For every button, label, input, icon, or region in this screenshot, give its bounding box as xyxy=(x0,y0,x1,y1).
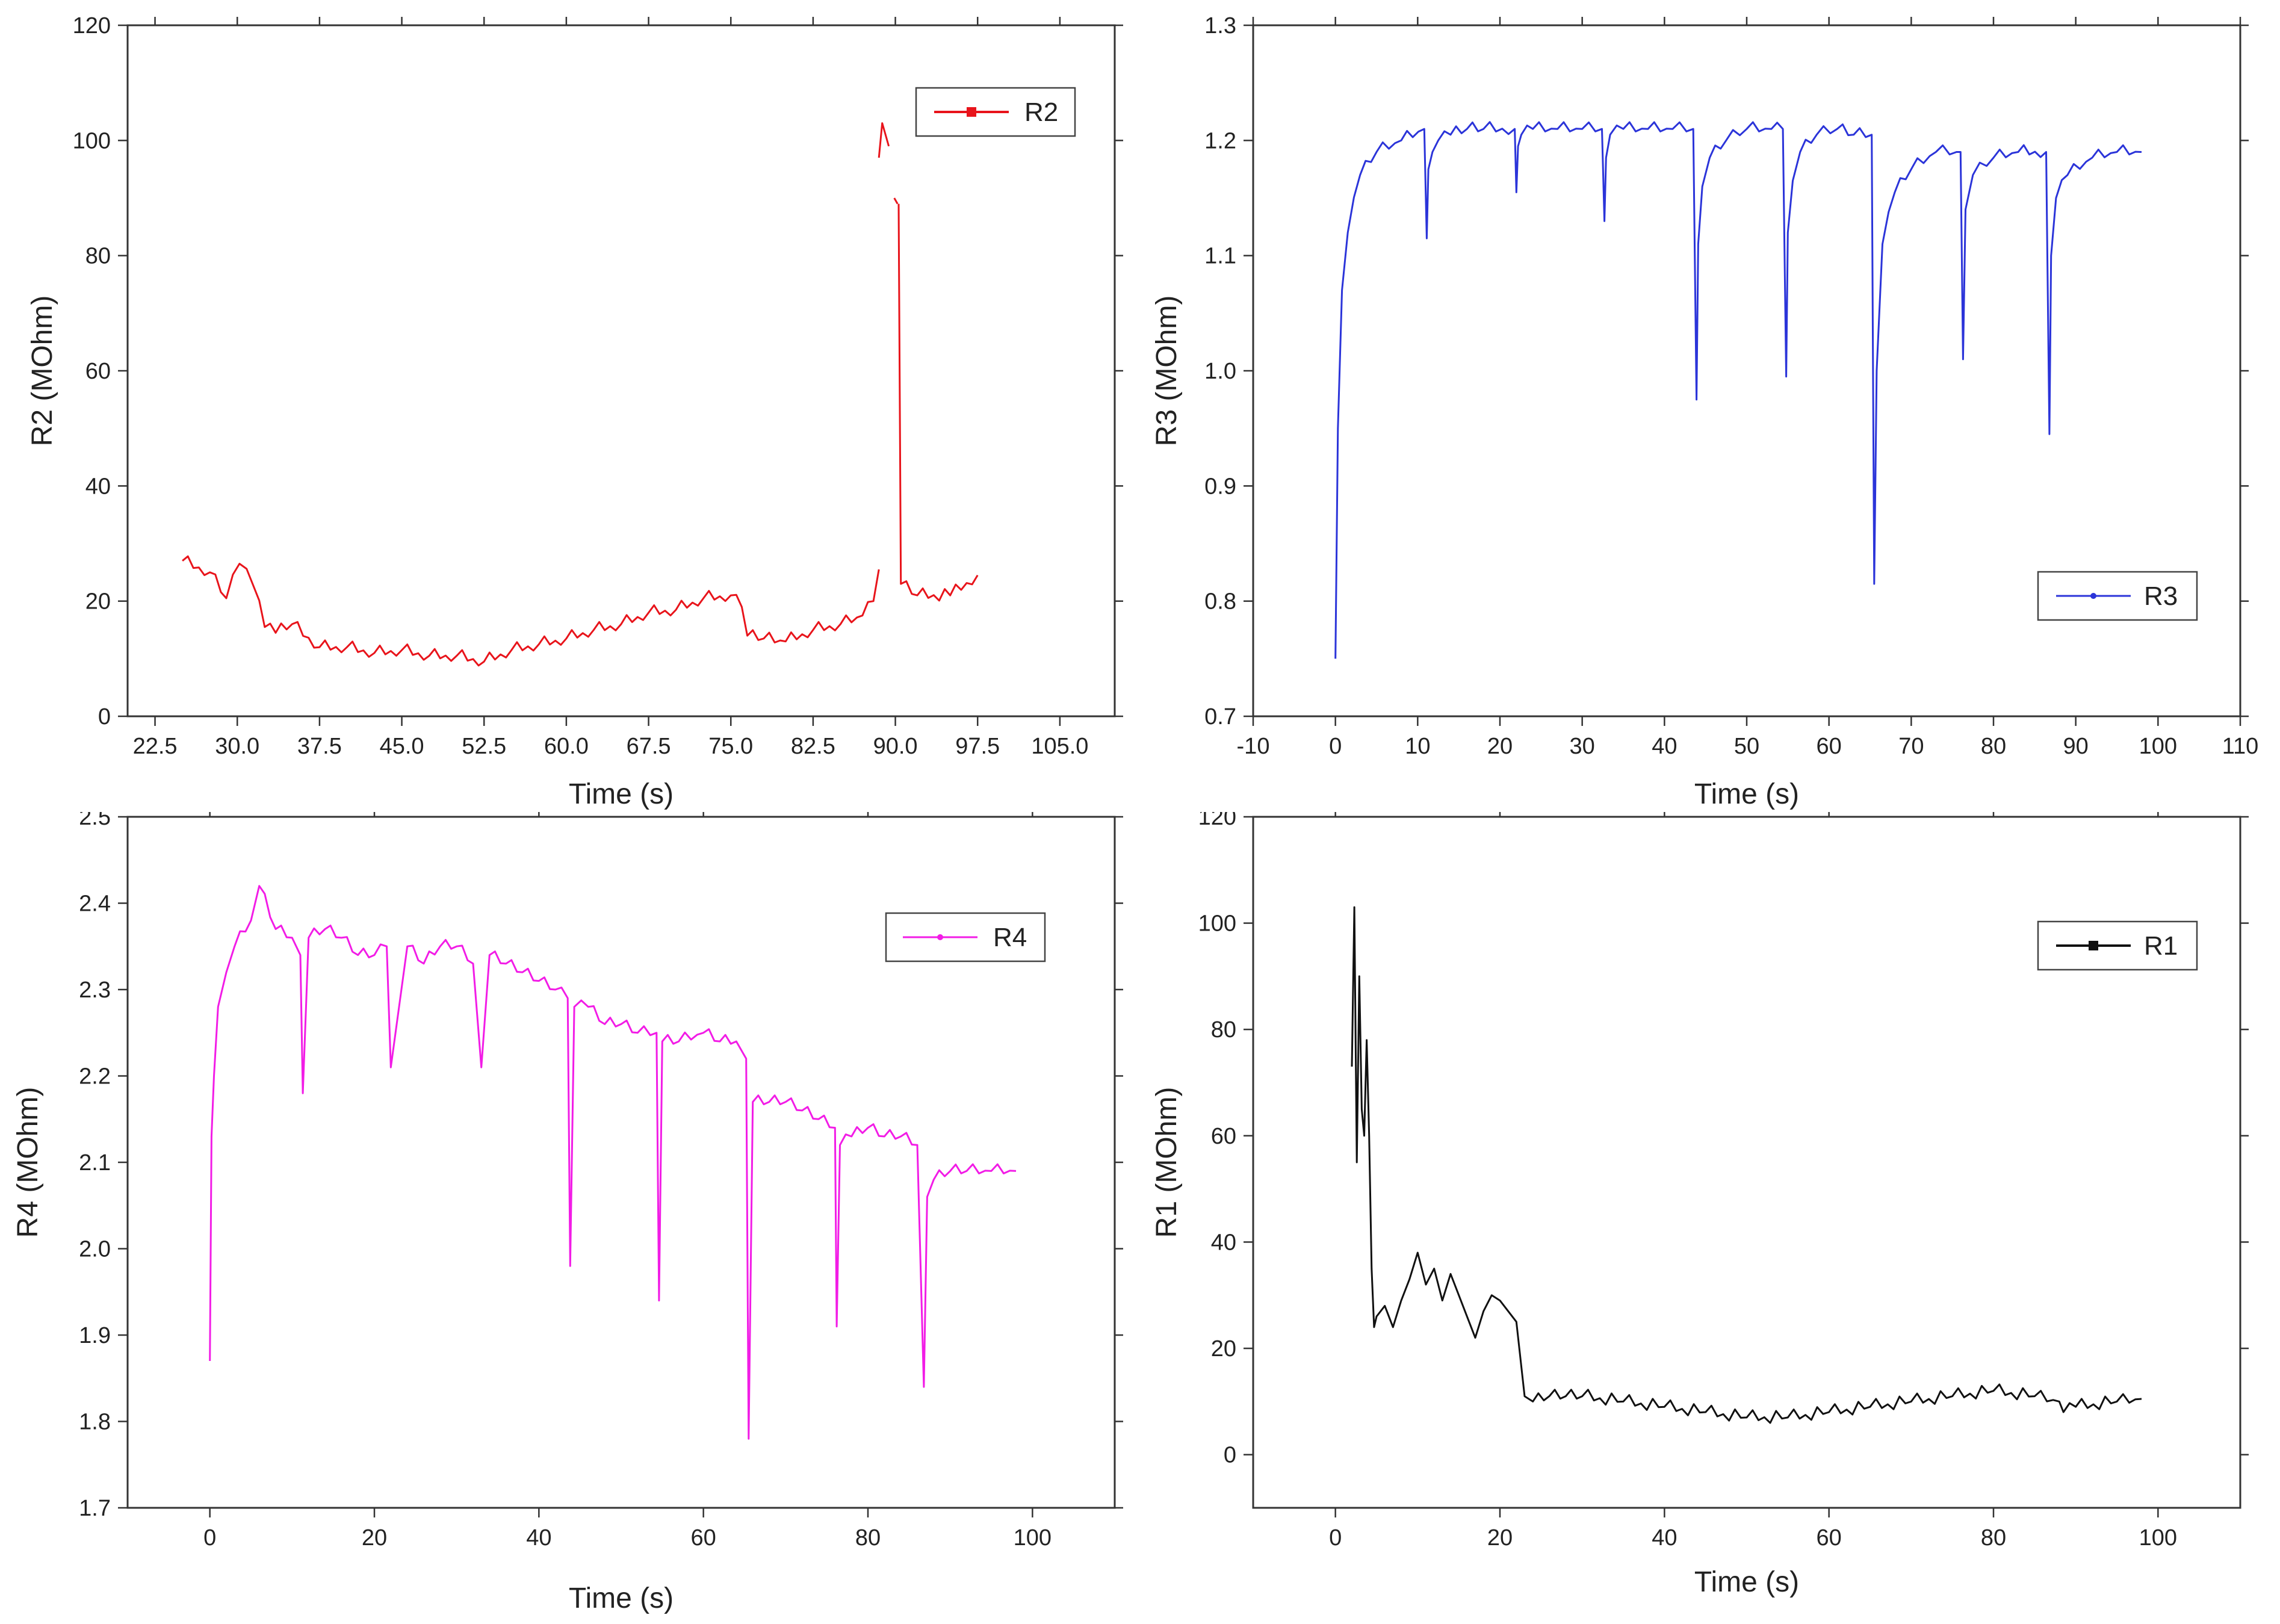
x-tick-label: 97.5 xyxy=(955,734,1000,759)
y-axis-label: R3 (MOhm) xyxy=(1151,296,1183,447)
y-tick-label: 0.8 xyxy=(1204,589,1236,615)
x-tick-label: 75.0 xyxy=(708,734,753,759)
x-axis-label: Time (s) xyxy=(569,778,674,810)
y-tick-label: 2.2 xyxy=(79,1064,111,1089)
legend-label: R1 xyxy=(2144,931,2178,961)
y-tick-label: 1.2 xyxy=(1204,128,1236,153)
x-tick-label: 20 xyxy=(1487,734,1513,759)
y-tick-label: 0 xyxy=(98,704,111,730)
y-tick-label: 20 xyxy=(85,589,111,615)
y-tick-label: 100 xyxy=(1198,911,1236,937)
x-axis-label: Time (s) xyxy=(1694,1566,1799,1598)
legend-label: R4 xyxy=(993,923,1027,952)
legend: R3 xyxy=(2037,571,2198,621)
x-tick-label: 50 xyxy=(1734,734,1759,759)
x-tick-label: 0 xyxy=(203,1525,216,1551)
x-tick-label: 40 xyxy=(526,1525,551,1551)
y-tick-label: 2.4 xyxy=(79,891,111,917)
y-tick-label: 0.9 xyxy=(1204,474,1236,499)
x-tick-label: 100 xyxy=(2139,1525,2177,1551)
y-tick-label: 60 xyxy=(85,359,111,384)
y-tick-label: 1.3 xyxy=(1204,13,1236,39)
x-tick-label: 40 xyxy=(1652,734,1677,759)
y-tick-label: 2.1 xyxy=(79,1150,111,1176)
y-axis-label: R2 (MOhm) xyxy=(26,296,58,447)
x-tick-label: 60 xyxy=(691,1525,716,1551)
x-tick-label: 20 xyxy=(1487,1525,1513,1551)
x-tick-label: 30.0 xyxy=(215,734,259,759)
x-tick-label: 60 xyxy=(1817,1525,1842,1551)
y-tick-label: 0.7 xyxy=(1204,704,1236,730)
series-line-r2 xyxy=(182,555,880,667)
y-tick-label: 40 xyxy=(85,474,111,499)
series-line-r4 xyxy=(209,885,1017,1440)
x-tick-label: 60 xyxy=(1817,734,1842,759)
x-tick-label: 10 xyxy=(1405,734,1430,759)
y-tick-label: 60 xyxy=(1211,1124,1236,1149)
plot-frame xyxy=(1252,816,2241,1509)
x-tick-label: 80 xyxy=(855,1525,881,1551)
y-tick-label: 1.1 xyxy=(1204,244,1236,269)
y-tick-label: 0 xyxy=(1224,1443,1236,1468)
y-tick-label: 1.8 xyxy=(79,1410,111,1435)
legend: R1 xyxy=(2037,920,2198,971)
y-tick-label: 2.0 xyxy=(79,1237,111,1262)
legend-marker xyxy=(937,934,943,940)
legend-label: R2 xyxy=(1024,98,1058,127)
x-tick-label: 37.5 xyxy=(297,734,342,759)
y-tick-label: 40 xyxy=(1211,1230,1236,1255)
legend: R4 xyxy=(885,912,1046,962)
series-line-r2 xyxy=(878,122,890,158)
x-tick-label: 82.5 xyxy=(791,734,835,759)
y-tick-label: 120 xyxy=(1198,812,1236,830)
x-tick-label: 105.0 xyxy=(1031,734,1088,759)
legend-marker xyxy=(2089,941,2098,950)
chart-r3: -10 0 10 20 30 40 50 60 70 80 90 100 110 0.7 0.8 0.9 1.0… xyxy=(1151,13,2259,810)
x-tick-label: 45.0 xyxy=(380,734,424,759)
chart-r2: 22.5 30.0 37.5 45.0 52.5 60.0 67.5 75.0 82.5 90.0… xyxy=(26,13,1123,810)
series-line-r1 xyxy=(1351,906,2142,1424)
y-tick-label: 2.5 xyxy=(79,812,111,830)
x-tick-label: 20 xyxy=(362,1525,387,1551)
chart-r4: 0 20 40 60 80 1001.71.81.92.02.12.22.32.42.5 … xyxy=(12,812,1123,1614)
y-tick-label: 20 xyxy=(1211,1336,1236,1362)
x-axis-label: Time (s) xyxy=(569,1582,674,1614)
chart-r1: 0 20 40 60 80 100 0 20 40 60 80 100 120 Time (s) R1 … xyxy=(1151,812,2249,1598)
x-tick-label: 100 xyxy=(1014,1525,1052,1551)
y-tick-label: 1.0 xyxy=(1204,359,1236,384)
x-tick-label: 30 xyxy=(1570,734,1595,759)
x-tick-label: -10 xyxy=(1237,734,1270,759)
x-tick-label: 70 xyxy=(1898,734,1924,759)
x-tick-label: 0 xyxy=(1329,1525,1342,1551)
x-tick-label: 22.5 xyxy=(133,734,178,759)
legend: R2 xyxy=(915,87,1076,137)
series-line-r2 xyxy=(893,197,899,205)
y-tick-label: 80 xyxy=(1211,1017,1236,1043)
y-tick-label: 80 xyxy=(85,244,111,269)
legend-label: R3 xyxy=(2144,581,2178,611)
x-tick-label: 60.0 xyxy=(544,734,589,759)
x-tick-label: 80 xyxy=(1981,734,2006,759)
x-tick-label: 52.5 xyxy=(462,734,506,759)
y-tick-label: 1.7 xyxy=(79,1496,111,1521)
y-tick-label: 1.9 xyxy=(79,1323,111,1348)
series-line-r3 xyxy=(1334,121,2142,659)
y-tick-label: 2.3 xyxy=(79,978,111,1003)
y-axis-label: R1 (MOhm) xyxy=(1151,1087,1183,1238)
legend-marker xyxy=(967,107,976,117)
x-tick-label: 67.5 xyxy=(627,734,671,759)
x-axis-label: Time (s) xyxy=(1694,778,1799,810)
y-axis-label: R4 (MOhm) xyxy=(12,1087,44,1238)
x-tick-label: 80 xyxy=(1981,1525,2006,1551)
x-tick-label: 90 xyxy=(2063,734,2089,759)
x-tick-label: 90.0 xyxy=(873,734,918,759)
x-tick-label: 100 xyxy=(2139,734,2177,759)
legend-marker xyxy=(2090,593,2096,599)
x-tick-label: 0 xyxy=(1329,734,1342,759)
x-tick-label: 40 xyxy=(1652,1525,1677,1551)
y-tick-label: 120 xyxy=(73,13,111,39)
y-tick-label: 100 xyxy=(73,128,111,153)
series-line-r2 xyxy=(897,203,979,602)
x-tick-label: 110 xyxy=(2222,734,2259,759)
